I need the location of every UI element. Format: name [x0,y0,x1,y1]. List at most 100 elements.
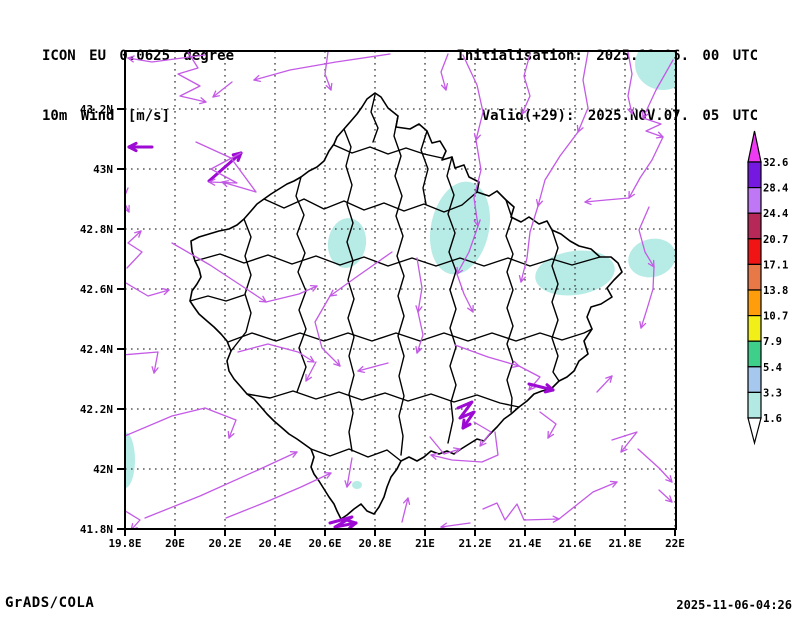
wind-arrowhead [333,363,341,367]
wind-arrowhead [518,275,522,283]
colorbar-label: 5.4 [763,362,782,374]
lon-tick-label: 20.2E [208,537,241,550]
wind-arrowhead [440,522,447,528]
wind-arrow [521,53,531,115]
wind-arrow [314,295,341,367]
municipality-border [230,218,252,352]
wind-arrowhead [612,481,618,488]
wind-arrowhead [473,220,479,227]
lat-tick-label: 41.8N [80,523,113,536]
wind-arrowhead [417,306,423,313]
municipality-border [420,130,429,205]
wind-arrowhead [138,230,142,238]
colorbar-label: 17.1 [763,259,788,271]
wind-arrow [171,242,267,303]
wind-arrow [658,489,673,503]
wind-arrowhead [647,262,655,268]
wind-arrowhead [669,475,673,483]
wind-arrowhead [452,447,461,450]
wind-arrowhead [407,497,411,505]
wind-arrowhead [151,366,155,374]
municipality-border [295,176,307,393]
wind-arrow [456,273,474,313]
colorbar-top-arrow [747,130,762,163]
wind-arrow [527,382,555,392]
wind-arrow [558,481,618,520]
wind-arrow [125,407,237,439]
colorbar-segment [747,238,762,266]
country-border [189,92,623,520]
field-title: 10m Wind [m/s] [42,108,171,124]
wind-vectors [125,51,674,529]
wind-arrowhead [430,452,438,456]
wind-arrow [265,285,318,303]
wind-arrow [237,343,315,363]
wind-arrow [539,411,557,439]
lon-tick-label: 22E [665,537,685,550]
wind-arrowhead [416,347,423,354]
wind-arrow [125,351,159,374]
wind-arrow [416,257,423,313]
creation-timestamp: 2025-11-06-04:26 [676,598,792,612]
wind-arrowhead [657,131,664,138]
wind-arrowhead [403,497,409,504]
wind-arrowhead [521,109,528,115]
wind-arrowhead [584,201,592,206]
wind-arrowhead [631,107,635,115]
wind-arrow [324,51,332,91]
wind-arrowhead [161,288,170,291]
municipality-border [246,390,520,408]
wind-arrow [212,81,233,98]
wind-arrowhead [125,208,130,213]
colorbar-label: 20.7 [763,234,788,246]
wind-arrowhead [576,124,579,133]
municipality-border [370,94,379,143]
wind-arrowhead [454,448,461,455]
wind-arrow [537,131,579,207]
wind-arrow [640,266,655,329]
wind-arrow [584,197,630,203]
wind-arrow [144,451,298,519]
wind-arrow [628,136,664,199]
wind-arrowhead [253,74,260,81]
wind-arrowhead [337,359,341,367]
wind-speed-shading [628,238,676,278]
wind-arrow [642,117,664,138]
wind-arrowhead [520,276,526,283]
wind-arrow [637,448,673,483]
colorbar-segment [747,187,762,214]
wind-arrow [328,515,358,529]
wind-arrowhead [258,300,267,303]
wind-arrow [596,375,613,393]
wind-arrowhead [511,365,520,368]
wind-arrowhead [547,433,555,439]
wind-arrowhead [153,367,159,374]
wind-arrow [253,53,391,81]
wind-arrowhead [127,57,134,63]
wind-arrowhead [535,199,539,207]
wind-arrowhead [628,193,636,199]
wind-arrowhead [208,178,216,183]
wind-arrowhead [134,230,142,234]
wind-arrow [473,421,492,447]
wind-arrow [454,344,520,367]
colorbar-label: 13.8 [763,285,788,297]
grads-credit: GrADS/COLA [5,595,95,611]
wind-arrowhead [253,79,262,82]
wind-arrowhead [221,181,228,188]
wind-arrowhead [477,219,481,227]
wind-arrowhead [537,200,544,207]
municipality-border [551,229,560,382]
colorbar-segment [747,391,762,419]
wind-arrowhead [344,480,348,488]
wind-arrow [456,400,476,430]
wind-arrowhead [627,108,633,115]
wind-speed-shading [352,481,362,489]
wind-arrow [195,141,257,193]
municipality-border [263,191,478,213]
wind-arrow [482,502,560,521]
wind-arrow [125,282,170,297]
wind-arrowhead [325,85,332,91]
municipality-border [343,128,355,452]
